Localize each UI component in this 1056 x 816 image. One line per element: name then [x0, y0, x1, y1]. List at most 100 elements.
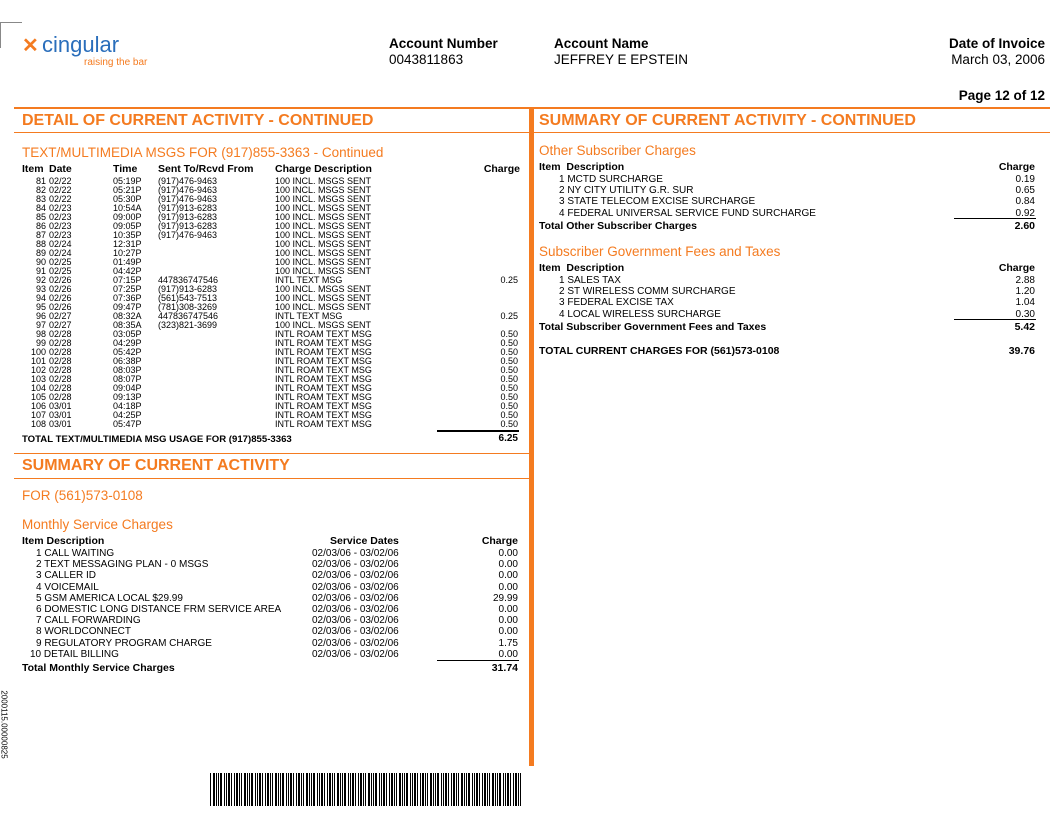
barcode-bar — [288, 773, 289, 806]
cell-date: 02/22 — [49, 185, 72, 195]
barcode-bar — [383, 773, 385, 806]
crop-mark — [0, 22, 1, 48]
cell-charge: 0.00 — [498, 548, 518, 559]
other-total-label: Total Other Subscriber Charges — [539, 220, 697, 232]
barcode-bar — [479, 773, 480, 806]
cell-date: 02/25 — [49, 266, 72, 276]
cell-charge-desc: INTL ROAM TEXT MSG — [275, 356, 372, 366]
barcode-bar — [259, 773, 261, 806]
monthly-title: Monthly Service Charges — [22, 517, 173, 532]
barcode-bar — [503, 773, 504, 806]
cell-time: 03:05P — [113, 329, 142, 339]
cell-item-desc: 10 DETAIL BILLING — [30, 648, 119, 660]
barcode-bar — [257, 773, 258, 806]
table-row: 101 02/28 06:38P INTL ROAM TEXT MSG 0.50 — [22, 357, 518, 366]
cell-service-dates: 02/03/06 - 03/02/06 — [312, 648, 399, 660]
monthly-header: Item Description Service Dates Charge — [22, 535, 518, 547]
barcode-bar — [265, 773, 266, 806]
barcode-bar — [365, 773, 366, 806]
cell-charge-desc: INTL ROAM TEXT MSG — [275, 410, 372, 420]
barcode-bar — [275, 773, 277, 806]
table-row: 85 02/23 09:00P (917)913-6283 100 INCL. MSGS… — [22, 213, 518, 222]
cell-time: 04:42P — [113, 266, 142, 276]
detail-header: Item Date Time Sent To/Rcvd From Charge … — [22, 163, 520, 175]
cell-charge-desc: INTL ROAM TEXT MSG — [275, 401, 372, 411]
barcode-bar — [332, 773, 333, 806]
barcode-bar — [220, 773, 222, 806]
barcode-bar — [386, 773, 387, 806]
cell-date: 02/28 — [49, 356, 72, 366]
grand-total-label: TOTAL CURRENT CHARGES FOR (561)573-0108 — [539, 345, 780, 357]
cell-sent-to: (917)476-9463 — [158, 176, 218, 186]
barcode-bar — [412, 773, 413, 806]
col-item: Item — [22, 163, 44, 175]
cell-date: 03/01 — [49, 410, 72, 420]
cell-item: 106 — [30, 401, 46, 411]
barcode-bar — [406, 773, 408, 806]
barcode-bar — [317, 773, 318, 806]
cell-charge: 0.50 — [500, 329, 518, 339]
barcode-bar — [262, 773, 263, 806]
cell-charge-desc: 100 INCL. MSGS SENT — [275, 266, 372, 276]
barcode-bar — [309, 773, 310, 806]
cell-time: 10:27P — [113, 248, 142, 258]
cell-time: 09:04P — [113, 383, 142, 393]
cell-sent-to: (781)308-3269 — [158, 302, 218, 312]
cell-item: 105 — [30, 392, 46, 402]
cell-time: 05:19P — [113, 176, 142, 186]
cell-item-desc: 6 DOMESTIC LONG DISTANCE FRM SERVICE ARE… — [36, 603, 282, 615]
cell-sent-to: (917)913-6283 — [158, 203, 218, 213]
table-row: 2 TEXT MESSAGING PLAN - 0 MSGS 02/03/06 -… — [22, 559, 518, 570]
cell-item-desc: 1 SALES TAX — [559, 275, 621, 286]
table-row: 4 VOICEMAIL 02/03/06 - 03/02/06 0.00 — [22, 582, 518, 593]
barcode-bar — [270, 773, 271, 806]
barcode-bar — [348, 773, 349, 806]
cell-charge: 0.50 — [500, 401, 518, 411]
table-row: 106 03/01 04:18P INTL ROAM TEXT MSG 0.50 — [22, 402, 518, 411]
barcode-bar — [293, 773, 294, 806]
cell-service-dates: 02/03/06 - 03/02/06 — [312, 603, 399, 615]
cell-charge: 1.20 — [1015, 286, 1035, 298]
barcode-bar — [445, 773, 447, 806]
barcode-bar — [425, 773, 426, 806]
cingular-x-icon: ✕ — [22, 35, 39, 57]
barcode-bar — [244, 773, 246, 806]
barcode-bar — [363, 773, 364, 806]
barcode-bar — [394, 773, 395, 806]
barcode-bar — [368, 773, 370, 806]
cell-time: 08:32A — [113, 311, 142, 321]
cell-service-dates: 02/03/06 - 03/02/06 — [312, 581, 399, 593]
barcode-bar — [487, 773, 488, 806]
gov-title: Subscriber Government Fees and Taxes — [539, 244, 781, 259]
cell-date: 02/26 — [49, 302, 72, 312]
barcode-bar — [448, 773, 449, 806]
cell-charge: 1.75 — [498, 637, 518, 649]
monthly-table: 1 CALL WAITING 02/03/06 - 03/02/06 0.00 2 T… — [22, 548, 518, 660]
barcode-bar — [499, 773, 501, 806]
cell-item-desc: 3 FEDERAL EXCISE TAX — [559, 297, 674, 309]
other-table: 1 MCTD SURCHARGE 0.19 2 NY CITY UTILITY G.… — [539, 174, 1035, 219]
table-row: 93 02/26 07:25P (917)913-6283 100 INCL. MSGS… — [22, 285, 518, 294]
barcode-bar — [375, 773, 377, 806]
cell-charge-desc: 100 INCL. MSGS SENT — [275, 212, 372, 222]
cell-item-desc: 1 MCTD SURCHARGE — [559, 174, 663, 185]
cell-charge: 0.50 — [500, 419, 518, 429]
cell-charge: 0.50 — [500, 356, 518, 366]
cell-charge-desc: INTL ROAM TEXT MSG — [275, 365, 372, 375]
barcode-bar — [515, 773, 517, 806]
cell-date: 02/26 — [49, 293, 72, 303]
cell-date: 02/25 — [49, 257, 72, 267]
cell-item: 108 — [30, 419, 46, 429]
barcode-bar — [441, 773, 442, 806]
cell-charge-desc: 100 INCL. MSGS SENT — [275, 176, 372, 186]
barcode-bar — [311, 773, 312, 806]
cell-date: 02/27 — [49, 320, 72, 330]
cell-item: 96 — [35, 311, 46, 321]
cell-sent-to: 447836747546 — [158, 311, 219, 321]
barcode-bar — [286, 773, 287, 806]
total-underline — [954, 218, 1036, 219]
table-row: 4 LOCAL WIRELESS SURCHARGE 0.30 — [539, 309, 1035, 320]
cell-charge-desc: INTL TEXT MSG — [275, 311, 343, 321]
cell-sent-to: (917)913-6283 — [158, 221, 218, 231]
barcode-bar — [414, 773, 416, 806]
